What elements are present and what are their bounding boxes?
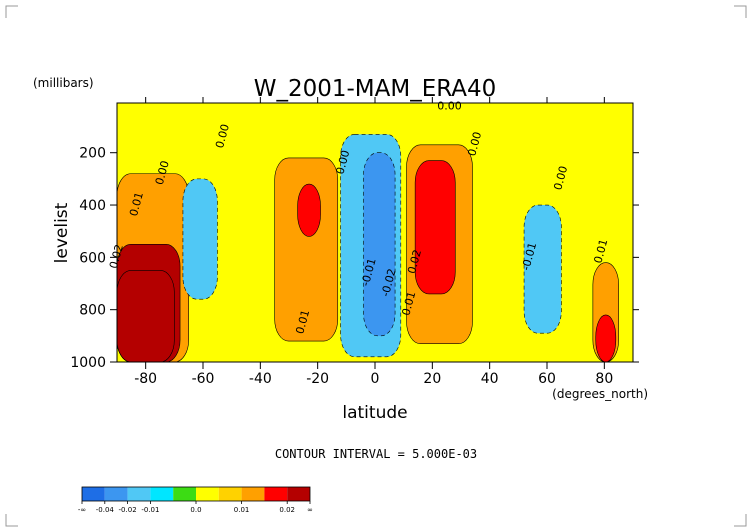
- y-tick-label-0: 200: [79, 146, 106, 162]
- contour-label-5: 0.00: [465, 130, 484, 157]
- x-tick-label-7: 60: [538, 371, 556, 387]
- crop-marks: [5, 5, 747, 527]
- x-tick-label-2: -40: [249, 371, 272, 387]
- contour-region-13: [595, 314, 617, 362]
- contour-label-7: 0.01: [127, 191, 146, 218]
- contour-labels: 0.000.000.00 0.000.000.000.010.020.01-0.0…: [107, 100, 610, 336]
- x-tick-label-3: -20: [306, 371, 329, 387]
- y-tick-label-2: 600: [79, 250, 106, 266]
- x-tick-label-0: -80: [134, 371, 157, 387]
- colorbar-swatch-9: [287, 487, 310, 501]
- crop-mark-bottom-left: [5, 514, 18, 527]
- colorbar-label-6: 0.02: [279, 506, 295, 514]
- colorbar-label-3: -0.01: [141, 506, 159, 514]
- x-units-label: (degrees_north): [552, 387, 648, 401]
- colorbar-label-0: -∞: [78, 506, 86, 514]
- y-axis: 200 400 600 800 1000: [70, 146, 639, 371]
- contour-label-4: 0.00: [334, 149, 353, 176]
- colorbar-swatch-6: [218, 487, 242, 501]
- contour-label-8: 0.02: [107, 243, 126, 270]
- contour-label-15: 0.01: [592, 238, 611, 265]
- colorbar-label-4: 0.0: [190, 506, 201, 514]
- y-tick-label-1: 400: [79, 198, 106, 214]
- contour-label-13: 0.01: [399, 290, 418, 317]
- colorbar-swatch-7: [241, 487, 265, 501]
- colorbar-swatch-5: [196, 487, 219, 501]
- contour-label-1: 0.00: [437, 100, 462, 113]
- contour-label-3: 0.00: [153, 159, 172, 186]
- colorbar-label-7: ∞: [307, 506, 313, 514]
- colorbar-swatch-3: [150, 487, 174, 501]
- colorbar-swatch-8: [264, 487, 288, 501]
- x-tick-label-1: -60: [192, 371, 215, 387]
- x-tick-label-6: 40: [481, 371, 499, 387]
- colorbar-swatch-1: [104, 487, 128, 501]
- colorbar: -∞ -0.04 -0.02 -0.01 0.0 0.01 0.02 ∞: [78, 486, 313, 514]
- contour-label-9: 0.01: [293, 308, 312, 335]
- colorbar-swatch-2: [127, 487, 151, 501]
- y-tick-label-4: 1000: [70, 355, 106, 371]
- crop-mark-top-right: [734, 5, 747, 18]
- contour-region-3: [117, 270, 175, 362]
- colorbar-swatch-4: [173, 487, 196, 501]
- y-units-label: (millibars): [33, 76, 94, 90]
- x-tick-label-8: 80: [595, 371, 613, 387]
- x-tick-label-5: 20: [423, 371, 441, 387]
- crop-mark-top-left: [5, 5, 18, 18]
- contour-region-5: [274, 157, 339, 342]
- contour-label-6: 0.00: [551, 164, 570, 191]
- colorbar-label-2: -0.02: [119, 506, 137, 514]
- colorbar-label-1: -0.04: [96, 506, 115, 514]
- x-axis-label: latitude: [342, 403, 407, 423]
- plot-area: [117, 103, 633, 362]
- colorbar-swatch-0: [82, 487, 105, 501]
- contour-region-4: [182, 178, 218, 300]
- contour-region-6: [297, 183, 321, 237]
- contour-region-10: [414, 160, 456, 295]
- crop-mark-bottom-right: [734, 514, 747, 527]
- colorbar-label-5: 0.01: [234, 506, 250, 514]
- contour-interval-text: CONTOUR INTERVAL = 5.000E-03: [275, 447, 477, 461]
- y-tick-label-3: 800: [79, 303, 106, 319]
- contour-region-11: [523, 204, 562, 334]
- x-axis: -80 -60 -40 -20 0 20 40 60 80: [134, 97, 613, 387]
- contour-label-12: 0.02: [405, 248, 424, 275]
- contour-region-8: [363, 152, 396, 337]
- x-tick-label-4: 0: [371, 371, 380, 387]
- contour-label-2: 0.00: [213, 123, 232, 150]
- y-axis-label: levelist: [52, 202, 72, 263]
